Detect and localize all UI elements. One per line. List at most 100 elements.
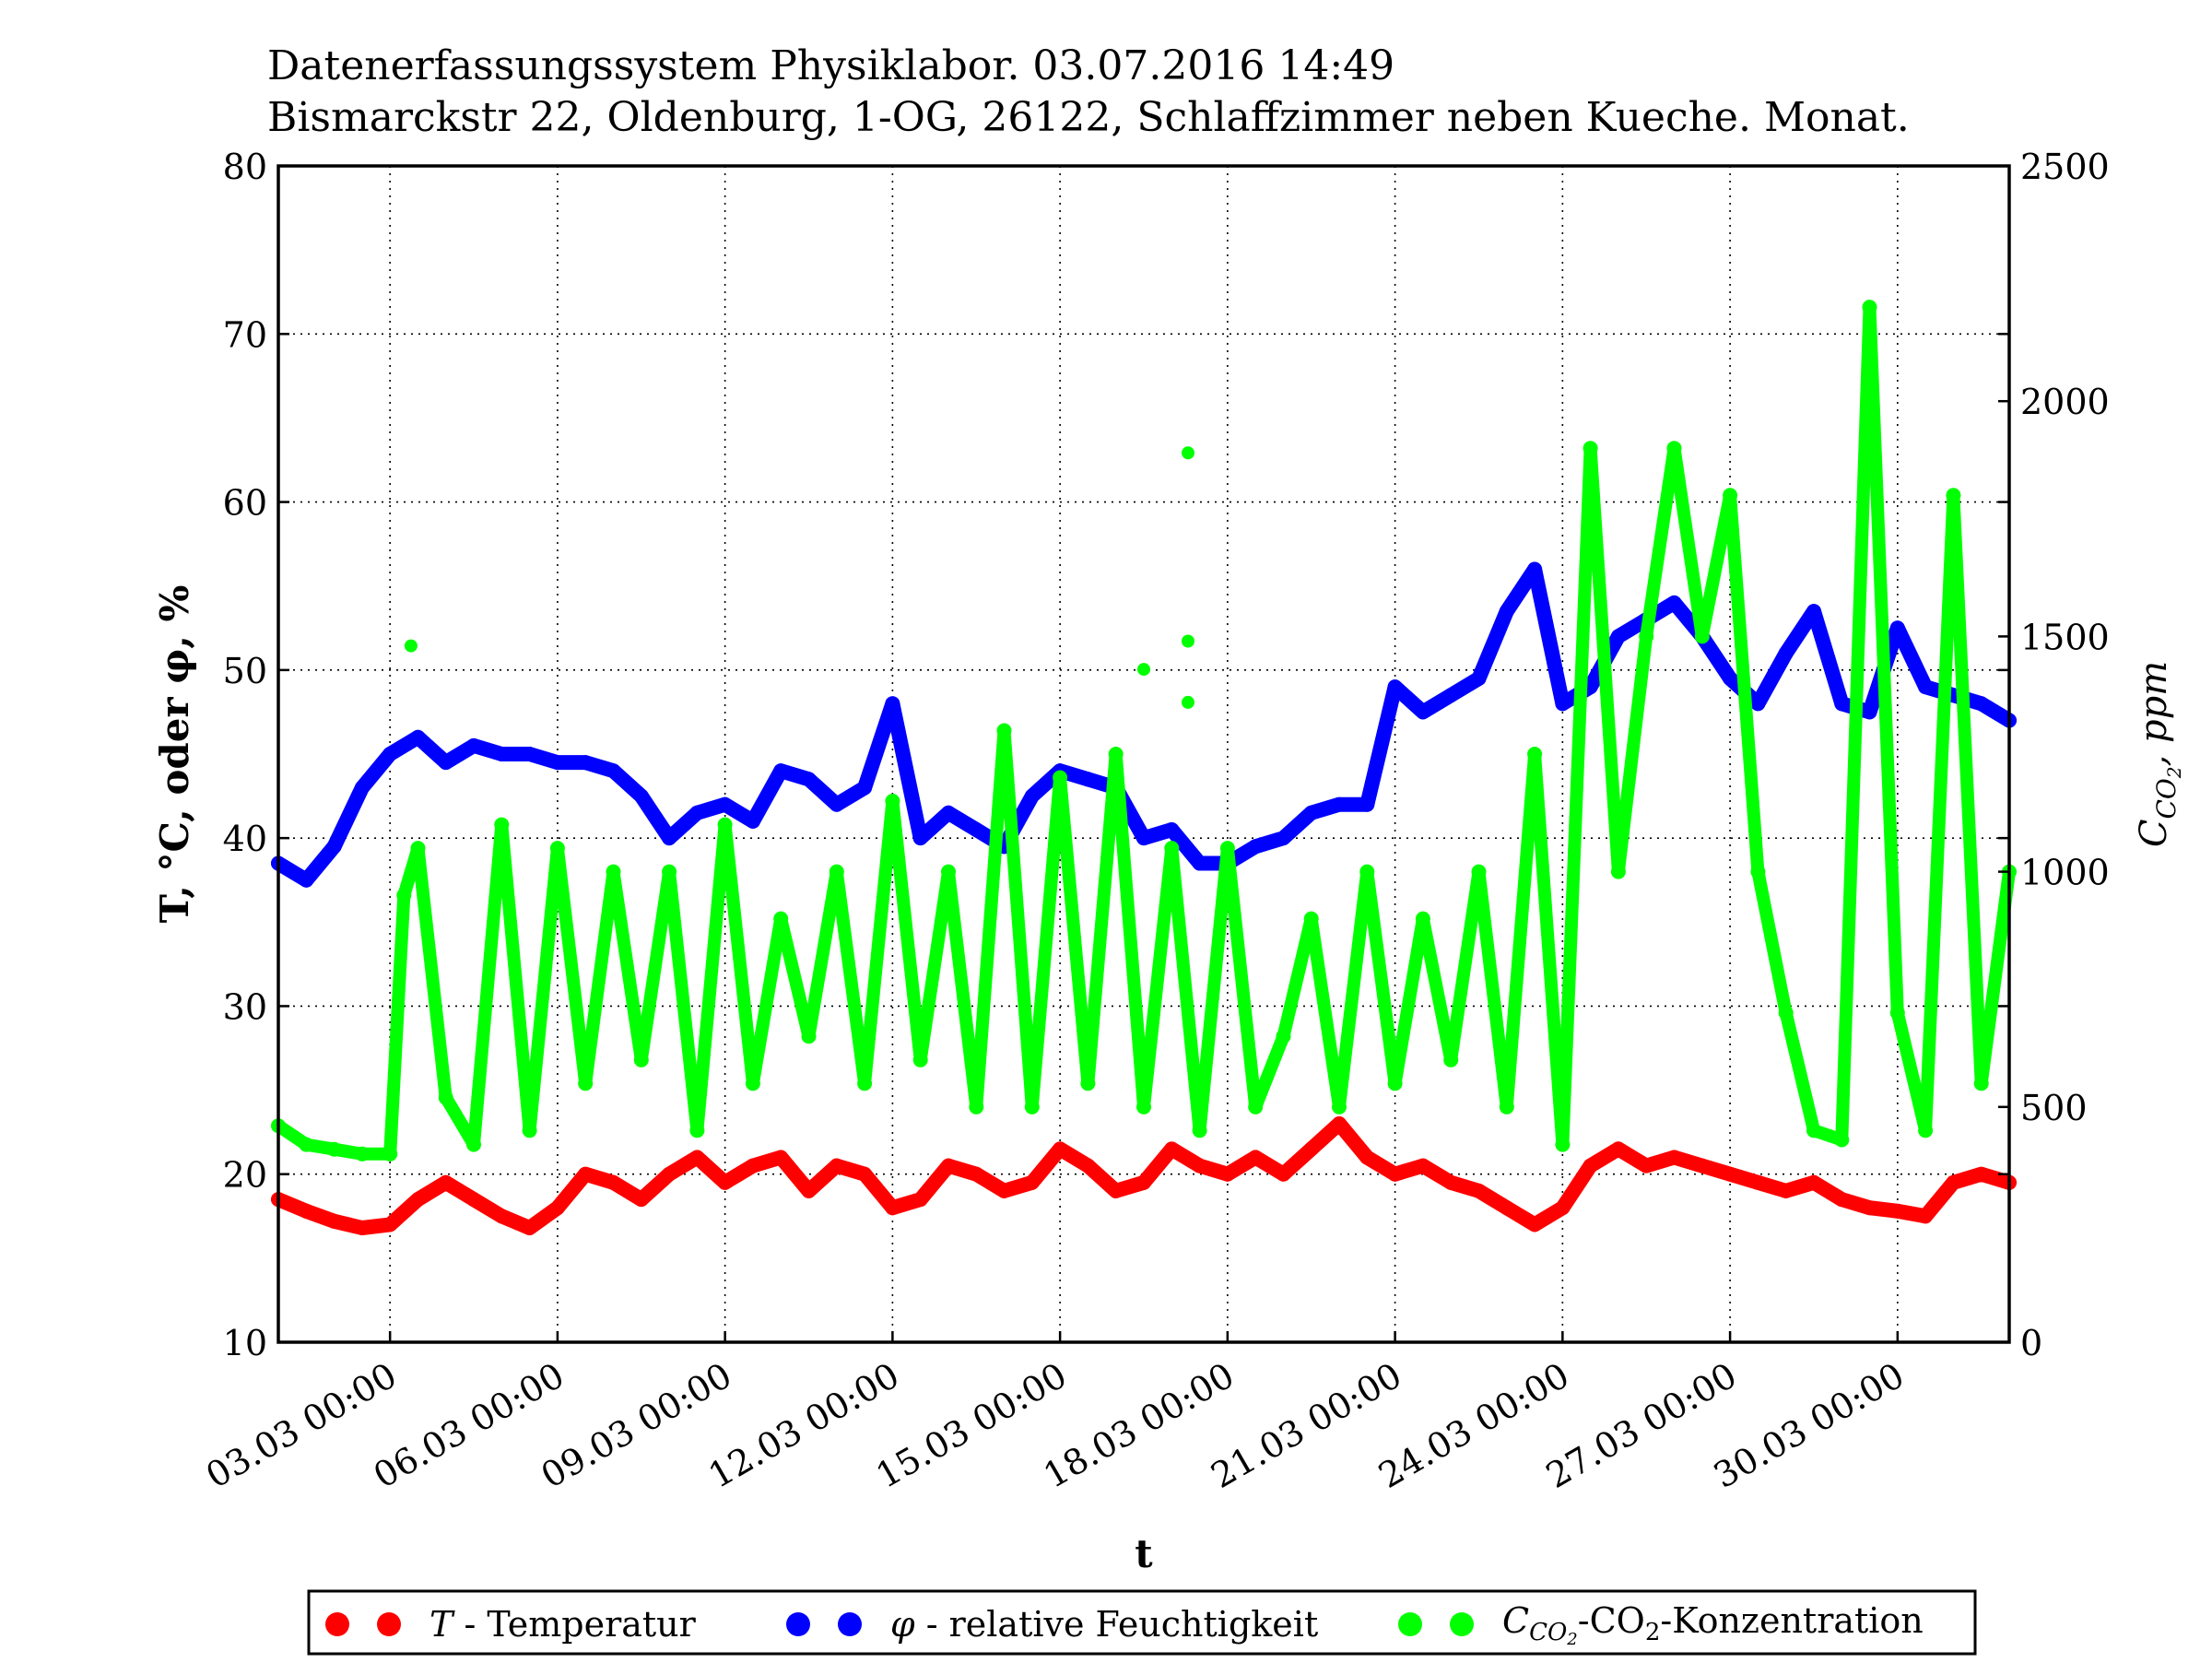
data-point-co2 [1610,864,1626,879]
data-point-co2 [1276,1029,1291,1044]
data-point-co2 [578,1076,594,1091]
legend-label-co2-sub: 2 [1645,1619,1661,1646]
y-tick-label-right: 0 [2020,1323,2042,1363]
data-point-humidity [1862,704,1877,720]
data-point-humidity [1666,595,1682,610]
y-tick-label-right: 2500 [2020,147,2110,187]
data-point-temperature [1862,1200,1877,1216]
data-point-humidity [912,831,928,846]
data-point-co2 [689,1123,705,1138]
data-point-temperature [1332,1116,1347,1131]
data-point-humidity [1080,772,1096,787]
data-point-temperature [969,1166,984,1182]
data-point-temperature [1973,1166,1989,1182]
data-point-temperature [1471,1183,1487,1198]
x-tick-label: 09.03 00:00 [535,1355,739,1496]
data-point-co2 [494,817,510,832]
data-point-co2 [1555,1137,1571,1152]
data-point-co2 [1918,1123,1934,1138]
data-point-temperature [1108,1183,1124,1198]
data-point-temperature [1610,1141,1626,1157]
data-point-humidity [1332,796,1347,812]
data-point-co2-outlier [1137,663,1150,677]
data-point-humidity [1610,629,1626,644]
legend-marker-co2 [1398,1612,1422,1636]
data-point-temperature [1499,1200,1514,1216]
data-point-humidity [1778,645,1794,661]
data-point-temperature [1527,1217,1543,1233]
data-point-temperature [1359,1150,1375,1165]
series-temperature [271,1116,2017,1235]
legend-label-co2-symbol: C [1502,1600,1529,1641]
data-point-co2 [1723,488,1738,503]
y-tick-label-right: 1500 [2020,617,2110,657]
data-point-temperature [1303,1141,1319,1157]
data-point-humidity [633,788,649,804]
grid-layer [278,166,2009,1342]
data-point-temperature [662,1166,677,1182]
data-point-temperature [1555,1200,1571,1216]
data-point-co2 [1666,441,1682,456]
legend-label-temperature-symbol: T [429,1604,455,1645]
data-point-humidity [1248,839,1264,855]
data-point-co2 [1080,1076,1096,1091]
data-point-temperature [1666,1150,1682,1165]
x-tick-label: 24.03 00:00 [1371,1355,1576,1496]
data-point-humidity [1918,679,1934,695]
data-point-temperature [1053,1141,1068,1157]
x-tick-label: 15.03 00:00 [869,1355,1074,1496]
data-point-temperature [1164,1141,1180,1157]
y-axis-label-right-unit: , ppm [2133,661,2175,767]
legend-label-humidity-symbol: φ [890,1604,915,1645]
data-point-temperature [1834,1192,1850,1208]
legend-label-humidity-text: - relative Feuchtigkeit [915,1604,1319,1645]
data-point-humidity [1024,788,1040,804]
data-point-co2 [326,1141,342,1157]
x-tick-label: 30.03 00:00 [1707,1355,1912,1496]
data-layer [271,300,2017,1235]
data-point-co2 [606,864,621,879]
data-point-humidity [969,822,984,837]
data-point-humidity [382,747,398,761]
x-tick-label: 12.03 00:00 [701,1355,906,1496]
data-point-co2 [466,1137,481,1152]
x-tick-label: 03.03 00:00 [199,1355,404,1496]
y-tick-label-left: 60 [223,483,267,524]
data-point-co2 [1499,1099,1514,1115]
series-humidity [271,561,2017,888]
data-point-co2 [1248,1099,1264,1115]
y-tick-label-left: 50 [223,651,267,691]
y-tick-label-right: 500 [2020,1088,2088,1128]
data-point-co2 [1387,1076,1403,1091]
data-point-temperature [466,1192,481,1208]
data-point-humidity [1973,696,1989,712]
data-point-temperature [1918,1209,1934,1224]
x-tick-label: 06.03 00:00 [367,1355,571,1496]
data-point-co2 [996,723,1012,738]
data-point-temperature [1694,1158,1710,1174]
data-point-co2-outlier [1182,634,1194,648]
data-point-humidity [1834,696,1850,712]
data-point-co2 [299,1137,314,1152]
x-axis-label: t [1135,1531,1153,1576]
chart-title-line1: Datenerfassungssystem Physiklabor. 03.07… [267,42,1394,89]
data-point-humidity [1276,831,1291,846]
data-point-co2 [1750,864,1766,879]
data-point-co2-outlier [1182,695,1194,709]
data-point-temperature [1415,1158,1430,1174]
data-point-co2 [1527,747,1543,761]
y-axis-label-right-sub: CO [2151,778,2182,819]
data-point-co2 [1694,629,1710,644]
data-point-co2 [885,794,900,808]
data-point-humidity [1471,671,1487,686]
data-point-humidity [549,755,565,771]
data-point-co2 [1303,911,1319,926]
data-point-co2 [438,1090,453,1105]
legend-marker-co2-2 [1450,1612,1474,1636]
legend-label-temperature: T - Temperatur [429,1604,697,1645]
data-point-humidity [745,813,760,829]
x-tick-label: 21.03 00:00 [1205,1355,1409,1496]
data-point-co2 [1471,864,1487,879]
data-point-humidity [857,780,873,796]
